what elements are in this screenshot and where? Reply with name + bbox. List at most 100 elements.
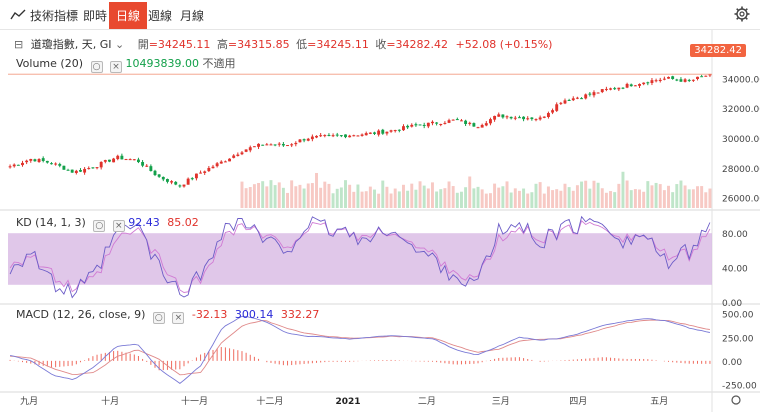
candle-body <box>414 124 418 126</box>
candle-body <box>501 114 505 118</box>
indicators-button[interactable]: 技術指標 <box>30 9 79 23</box>
candle-body <box>609 88 612 90</box>
y-tick-label: 28000.00 <box>722 165 760 175</box>
volume-bar <box>704 192 708 208</box>
candle-body <box>551 110 555 113</box>
volume-bar <box>381 180 385 208</box>
x-tick-label: 三月 <box>492 396 510 407</box>
candle-body <box>95 167 99 169</box>
volume-bar <box>588 188 592 208</box>
volume-bar <box>257 182 261 208</box>
candle-body <box>153 170 157 176</box>
volume-bar <box>530 192 534 208</box>
candle-body <box>654 80 658 82</box>
candle-body <box>559 102 563 104</box>
close-icon[interactable]: × <box>112 220 125 232</box>
volume-bar <box>638 189 641 208</box>
visibility-icon[interactable]: ○ <box>90 61 103 73</box>
kd-k-value: 92.43 <box>128 216 160 229</box>
candle-body <box>671 76 675 80</box>
volume-bar <box>604 192 608 208</box>
candle-body <box>74 170 78 173</box>
volume-bar <box>377 193 381 208</box>
volume-bar <box>302 188 306 208</box>
volume-bar <box>609 191 613 208</box>
candle-body <box>513 117 517 119</box>
volume-bar <box>662 190 666 208</box>
close-icon[interactable]: × <box>110 61 122 73</box>
candle-body <box>170 181 174 183</box>
visibility-icon[interactable]: ○ <box>152 312 165 324</box>
volume-bar <box>352 191 356 208</box>
tab-weekly[interactable]: 週線 <box>148 9 173 23</box>
candle-body <box>319 135 323 137</box>
collapse-icon[interactable]: ⊟ <box>14 38 24 51</box>
candle-body <box>460 120 463 122</box>
candle-body <box>393 130 397 132</box>
candle-body <box>199 172 203 174</box>
candle-body <box>310 136 314 140</box>
volume-value: 10493839.00 <box>125 57 199 70</box>
candle-body <box>261 144 265 146</box>
candle-body <box>294 142 298 145</box>
candle-body <box>650 80 654 84</box>
x-tick-label: 二月 <box>418 396 436 407</box>
volume-bar <box>298 184 302 208</box>
candle-body <box>377 130 381 135</box>
high-label: 高 <box>216 38 228 51</box>
visibility-icon[interactable]: ○ <box>93 220 106 232</box>
volume-bar <box>546 186 550 208</box>
candle-body <box>662 78 666 80</box>
candle-body <box>8 166 12 168</box>
candle-body <box>422 124 426 126</box>
tab-daily[interactable]: 日線 <box>109 2 148 29</box>
volume-note: 不適用 <box>202 57 236 70</box>
candle-body <box>37 159 41 163</box>
volume-bar <box>646 181 650 208</box>
volume-bar <box>451 186 455 208</box>
y-tick-label: 500.00 <box>722 311 754 321</box>
candle-body <box>50 163 53 165</box>
axis-settings-gear-icon[interactable] <box>731 395 741 405</box>
high-value: =34315.85 <box>227 38 290 51</box>
candle-body <box>571 98 575 101</box>
candle-body <box>25 160 29 163</box>
volume-bar <box>339 187 343 208</box>
candle-body <box>402 126 405 131</box>
candle-body <box>211 166 215 169</box>
indicators-icon[interactable] <box>10 9 26 21</box>
volume-bar <box>389 193 393 208</box>
candle-body <box>580 98 584 100</box>
candle-body <box>435 122 439 124</box>
volume-bar <box>596 182 600 208</box>
chart-area[interactable]: 34000.00 32000.00 30000.00 28000.00 26000.00… <box>0 30 760 412</box>
tab-monthly[interactable]: 月線 <box>180 9 205 23</box>
volume-bar <box>517 190 521 208</box>
volume-bar <box>447 181 451 208</box>
candle-body <box>600 89 604 93</box>
volume-bar <box>356 184 360 208</box>
candle-body <box>418 124 422 126</box>
stock-chart[interactable]: 34000.00 32000.00 30000.00 28000.00 26000.00… <box>0 30 760 412</box>
candle-body <box>679 79 683 82</box>
volume-bar <box>629 190 633 208</box>
candle-body <box>642 82 646 85</box>
candle-body <box>667 76 670 79</box>
tab-realtime[interactable]: 即時 <box>83 9 108 23</box>
y-tick-label: 30000.00 <box>722 135 760 145</box>
volume-bar <box>526 193 530 208</box>
close-icon[interactable]: × <box>172 312 185 324</box>
dropdown-chevron-icon[interactable]: ⌄ <box>114 38 125 51</box>
candle-body <box>331 135 335 137</box>
volume-bar <box>277 182 281 208</box>
candle-body <box>542 116 546 118</box>
candle-body <box>174 181 178 185</box>
volume-bar <box>281 187 285 208</box>
candle-body <box>443 122 447 124</box>
candle-body <box>704 75 708 77</box>
main-legend: ⊟ 道瓊指數, 天, GI ⌄ 開=34245.11 高=34315.85 低=… <box>14 36 552 52</box>
candle-body <box>298 139 302 143</box>
volume-bar <box>522 188 526 208</box>
settings-gear-icon[interactable] <box>734 6 750 22</box>
candle-body <box>165 179 169 182</box>
